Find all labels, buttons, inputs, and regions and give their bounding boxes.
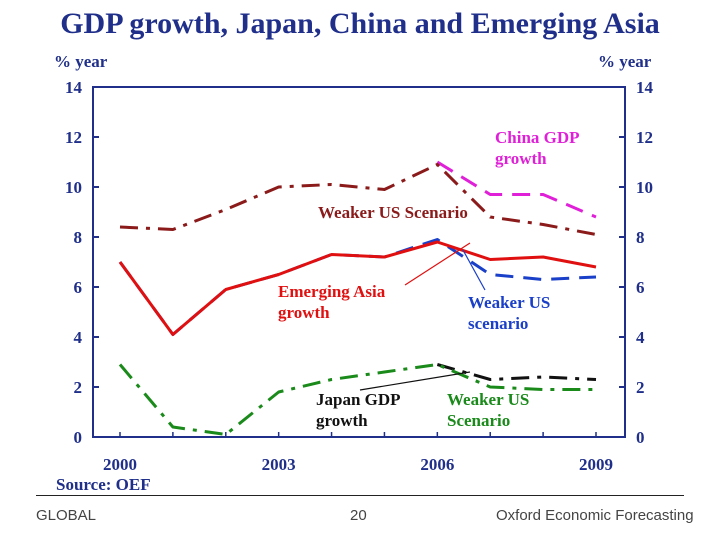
y-tick-label-right: 8 [636, 228, 645, 247]
y-tick-label-right: 2 [636, 378, 645, 397]
china-scenario-line [436, 160, 597, 219]
china-scenario-label: Weaker US Scenario [318, 203, 468, 222]
japan-leader-line [359, 371, 471, 391]
japan-gdp-label: Japan GDP [316, 390, 401, 409]
emerging-scenario-label: Weaker US [468, 293, 550, 312]
emerging-asia-label: growth [278, 303, 330, 322]
x-tick-label: 2006 [420, 455, 454, 474]
footer-divider [36, 495, 684, 496]
y-tick-label-left: 8 [74, 228, 83, 247]
plot-frame [92, 86, 626, 438]
x-tick-label: 2000 [103, 455, 137, 474]
y-tick-label-left: 10 [65, 178, 82, 197]
x-tick-label: 2003 [262, 455, 296, 474]
emerging-asia-label: Emerging Asia [278, 282, 386, 301]
y-tick-label-left: 2 [74, 378, 83, 397]
y-tick-label-left: 0 [74, 428, 83, 447]
japan-gdp-label: growth [316, 411, 368, 430]
source-note: Source: OEF [56, 475, 151, 494]
china-gdp-label: China GDP [495, 128, 580, 147]
japan-scenario-label: Weaker US [447, 390, 529, 409]
x-tick-label: 2009 [579, 455, 613, 474]
slide-title: GDP growth, Japan, China and Emerging As… [60, 7, 660, 40]
footer-company: Oxford Economic Forecasting [496, 507, 694, 524]
emerging-scenario-leader-line [462, 249, 486, 291]
china-line [119, 163, 597, 236]
y-tick-label-right: 10 [636, 178, 653, 197]
japan-scenario-label: Scenario [447, 411, 510, 430]
y-tick-label-left: 4 [74, 328, 83, 347]
left-axis-unit: % year [54, 52, 108, 71]
y-tick-label-right: 12 [636, 128, 653, 147]
y-tick-label-left: 14 [65, 78, 83, 97]
japan-scenario-line [436, 363, 597, 381]
emerging-line [118, 240, 597, 336]
y-tick-label-right: 6 [636, 278, 645, 297]
page-number: 20 [350, 507, 367, 524]
emerging-scenario-label: scenario [468, 314, 528, 333]
emerging-leader-line [404, 242, 471, 286]
y-tick-label-left: 6 [74, 278, 83, 297]
y-tick-label-right: 4 [636, 328, 645, 347]
china-gdp-label: growth [495, 149, 547, 168]
y-tick-label-right: 14 [636, 78, 654, 97]
footer-left-label: GLOBAL [36, 507, 97, 524]
y-tick-label-right: 0 [636, 428, 645, 447]
y-tick-label-left: 12 [65, 128, 82, 147]
right-axis-unit: % year [598, 52, 652, 71]
